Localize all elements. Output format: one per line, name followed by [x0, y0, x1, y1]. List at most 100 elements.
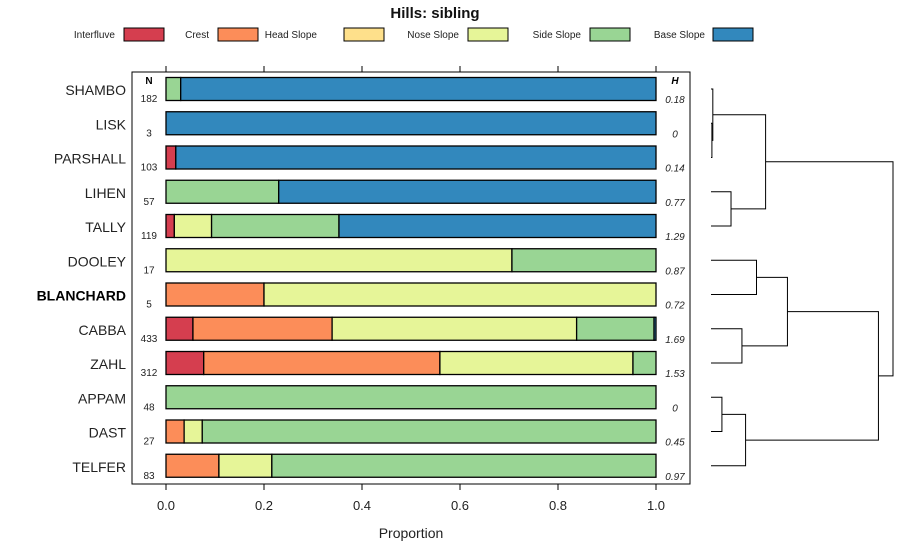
- h-value: 0.72: [665, 301, 685, 312]
- bar-segment-base-slope: [338, 213, 657, 239]
- bar-segment-side-slope: [511, 248, 657, 273]
- bar-segment-crest: [165, 453, 220, 478]
- dendrogram-branch: [745, 311, 879, 441]
- bar-segment-crest: [165, 282, 265, 307]
- row-appam: APPAM 48 0: [78, 385, 678, 414]
- row-label: CABBA: [79, 322, 127, 338]
- row-lihen: LIHEN 57 0.77: [85, 179, 685, 209]
- legend-swatch-head-slope: [343, 27, 385, 42]
- x-tick-label: 0.2: [255, 498, 273, 513]
- row-cabba: CABBA 433 1.69: [79, 316, 685, 346]
- h-value: 0: [672, 403, 678, 414]
- bar-segment-nose-slope: [173, 213, 213, 239]
- x-axis: 0.0 0.2 0.4 0.6 0.8 1.0: [157, 66, 665, 513]
- h-value: 0.97: [665, 472, 685, 483]
- h-column-header: H: [671, 76, 679, 87]
- row-dooley: DOOLEY 17 0.87: [68, 248, 685, 277]
- n-value: 3: [146, 128, 152, 139]
- legend-swatch-nose-slope: [467, 27, 509, 42]
- row-label: DAST: [89, 425, 127, 441]
- n-column-header: N: [145, 76, 152, 87]
- bar-segment-side-slope: [575, 316, 655, 341]
- legend: Interfluve Crest Head Slope Nose Slope Side …: [74, 27, 754, 42]
- legend-label-head-slope: Head Slope: [265, 30, 318, 41]
- n-value: 103: [141, 163, 158, 174]
- bar-segment-base-slope: [165, 111, 657, 136]
- bar-segment-nose-slope: [263, 282, 657, 307]
- row-label: PARSHALL: [54, 151, 126, 167]
- bar-segment-side-slope: [632, 350, 657, 376]
- row-shambo: SHAMBO 182 0.18: [65, 76, 685, 106]
- bar-segment-nose-slope: [439, 350, 634, 376]
- x-tick-label: 0.6: [451, 498, 469, 513]
- bar-segment-side-slope: [165, 385, 657, 410]
- bar-segment-base-slope: [653, 316, 657, 341]
- bar-segment-nose-slope: [165, 248, 513, 273]
- bar-rows: SHAMBO 182 0.18 LISK 3 0 PARSHALL 103 0.14 LIHEN 5…: [37, 76, 685, 483]
- bar-segment-side-slope: [210, 213, 340, 239]
- legend-label-crest: Crest: [185, 30, 209, 41]
- legend-label-nose-slope: Nose Slope: [407, 30, 459, 41]
- h-value: 0.87: [665, 266, 685, 277]
- row-label: TELFER: [72, 459, 126, 475]
- row-zahl: ZAHL 312 1.53: [90, 350, 685, 380]
- n-value: 433: [141, 334, 158, 345]
- legend-swatch-side-slope: [589, 27, 631, 42]
- row-lisk: LISK 3 0: [96, 111, 678, 140]
- x-tick-label: 0.0: [157, 498, 175, 513]
- dendrogram-branch: [711, 191, 732, 227]
- bar-segment-base-slope: [180, 76, 657, 102]
- row-label: LIHEN: [85, 185, 126, 201]
- row-telfer: TELFER 83 0.97: [72, 453, 685, 483]
- h-value: 1.53: [665, 369, 685, 380]
- dendrogram-branch: [712, 114, 767, 210]
- dendrogram-branch: [765, 161, 894, 377]
- dendrogram-branch: [711, 328, 743, 364]
- dendrogram-branch: [711, 413, 747, 467]
- bar-segment-interfluve: [165, 213, 175, 239]
- n-value: 57: [143, 197, 155, 208]
- row-label: DOOLEY: [68, 253, 127, 269]
- row-label: APPAM: [78, 390, 126, 406]
- dendrogram: [711, 88, 894, 467]
- legend-label-base-slope: Base Slope: [654, 30, 706, 41]
- bar-segment-crest: [192, 316, 333, 341]
- row-blanchard: BLANCHARD 5 0.72: [37, 282, 685, 312]
- row-label: TALLY: [85, 219, 126, 235]
- h-value: 0.77: [665, 198, 685, 209]
- legend-label-side-slope: Side Slope: [533, 30, 582, 41]
- legend-label-interfluve: Interfluve: [74, 30, 116, 41]
- bar-segment-base-slope: [175, 145, 657, 170]
- bar-segment-side-slope: [271, 453, 657, 478]
- bar-segment-interfluve: [165, 350, 205, 376]
- bar-segment-side-slope: [165, 179, 280, 204]
- h-value: 1.69: [665, 335, 685, 346]
- bar-segment-nose-slope: [331, 316, 578, 341]
- n-value: 17: [143, 265, 155, 276]
- legend-swatch-crest: [217, 27, 259, 42]
- row-dast: DAST 27 0.45: [89, 419, 685, 449]
- bar-segment-interfluve: [165, 316, 194, 341]
- dendrogram-branch: [711, 122, 713, 158]
- dendrogram-branch: [711, 259, 757, 295]
- bar-segment-side-slope: [165, 76, 182, 102]
- n-value: 119: [141, 231, 157, 242]
- bar-segment-crest: [165, 419, 185, 444]
- bar-segment-base-slope: [278, 179, 657, 204]
- row-label: LISK: [96, 116, 127, 132]
- x-tick-label: 0.8: [549, 498, 567, 513]
- x-tick-label: 0.4: [353, 498, 371, 513]
- n-value: 27: [143, 437, 155, 448]
- x-axis-label: Proportion: [379, 525, 444, 541]
- dendrogram-branch: [711, 396, 723, 432]
- x-tick-label: 1.0: [647, 498, 665, 513]
- h-value: 1.29: [665, 232, 685, 243]
- legend-swatch-base-slope: [712, 27, 754, 42]
- n-value: 5: [146, 300, 152, 311]
- h-value: 0.45: [665, 438, 685, 449]
- plot-frame: [131, 71, 691, 485]
- n-value: 83: [143, 471, 155, 482]
- dendrogram-branch: [741, 276, 788, 347]
- n-value: 182: [141, 94, 158, 105]
